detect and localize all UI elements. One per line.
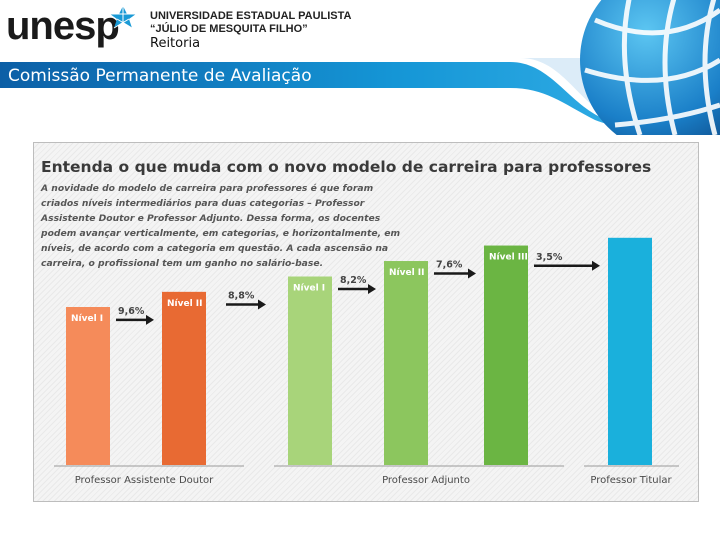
increase-label-3: 8,2% xyxy=(340,275,367,286)
increase-arrow-head-5 xyxy=(592,260,600,271)
group-label-1: Professor Assistente Doutor xyxy=(75,475,214,486)
career-infographic: Entenda o que muda com o novo modelo de … xyxy=(33,142,699,502)
increase-label-4: 7,6% xyxy=(436,260,463,271)
group-label-2: Professor Adjunto xyxy=(382,475,470,486)
career-bar-chart: Nível I Nível II Nível I Nível II Nível III 9… xyxy=(54,237,679,486)
increase-label-5: 3,5% xyxy=(536,252,563,263)
increase-arrow-head-2 xyxy=(258,299,266,310)
reitoria-label: Reitoria xyxy=(150,36,201,51)
bar-4 xyxy=(384,261,428,465)
increase-arrow-head-1 xyxy=(146,314,154,325)
bar-label-2: Nível II xyxy=(167,299,203,309)
university-line-1: UNIVERSIDADE ESTADUAL PAULISTA xyxy=(150,10,352,22)
bar-3 xyxy=(288,276,332,465)
chart-description: A novidade do modelo de carreira para pr… xyxy=(41,183,401,269)
bar-label-3: Nível I xyxy=(293,284,325,294)
unesp-logo[interactable]: unesp xyxy=(6,4,120,48)
globe-icon xyxy=(580,0,720,135)
increase-label-1: 9,6% xyxy=(118,306,145,317)
bar-1 xyxy=(66,307,110,465)
bar-6 xyxy=(608,237,652,465)
university-name: UNIVERSIDADE ESTADUAL PAULISTA “JÚLIO DE… xyxy=(150,10,351,36)
increase-arrow-head-4 xyxy=(468,268,476,279)
unesp-star-icon xyxy=(110,6,136,29)
university-line-2: “JÚLIO DE MESQUITA FILHO” xyxy=(150,23,308,35)
increase-label-2: 8,8% xyxy=(228,291,255,302)
bar-label-4: Nível II xyxy=(389,268,425,278)
bar-2 xyxy=(162,291,206,465)
increase-arrow-head-3 xyxy=(368,284,376,295)
header: unesp UNIVERSIDADE ESTADUAL PAULISTA “JÚ… xyxy=(0,0,720,135)
chart-title: Entenda o que muda com o novo modelo de … xyxy=(41,158,652,176)
banner-title: Comissão Permanente de Avaliação xyxy=(8,66,312,86)
bar-label-5: Nível III xyxy=(489,253,528,263)
bar-label-1: Nível I xyxy=(71,314,103,324)
group-label-3: Professor Titular xyxy=(590,475,672,486)
bar-5 xyxy=(484,245,528,465)
